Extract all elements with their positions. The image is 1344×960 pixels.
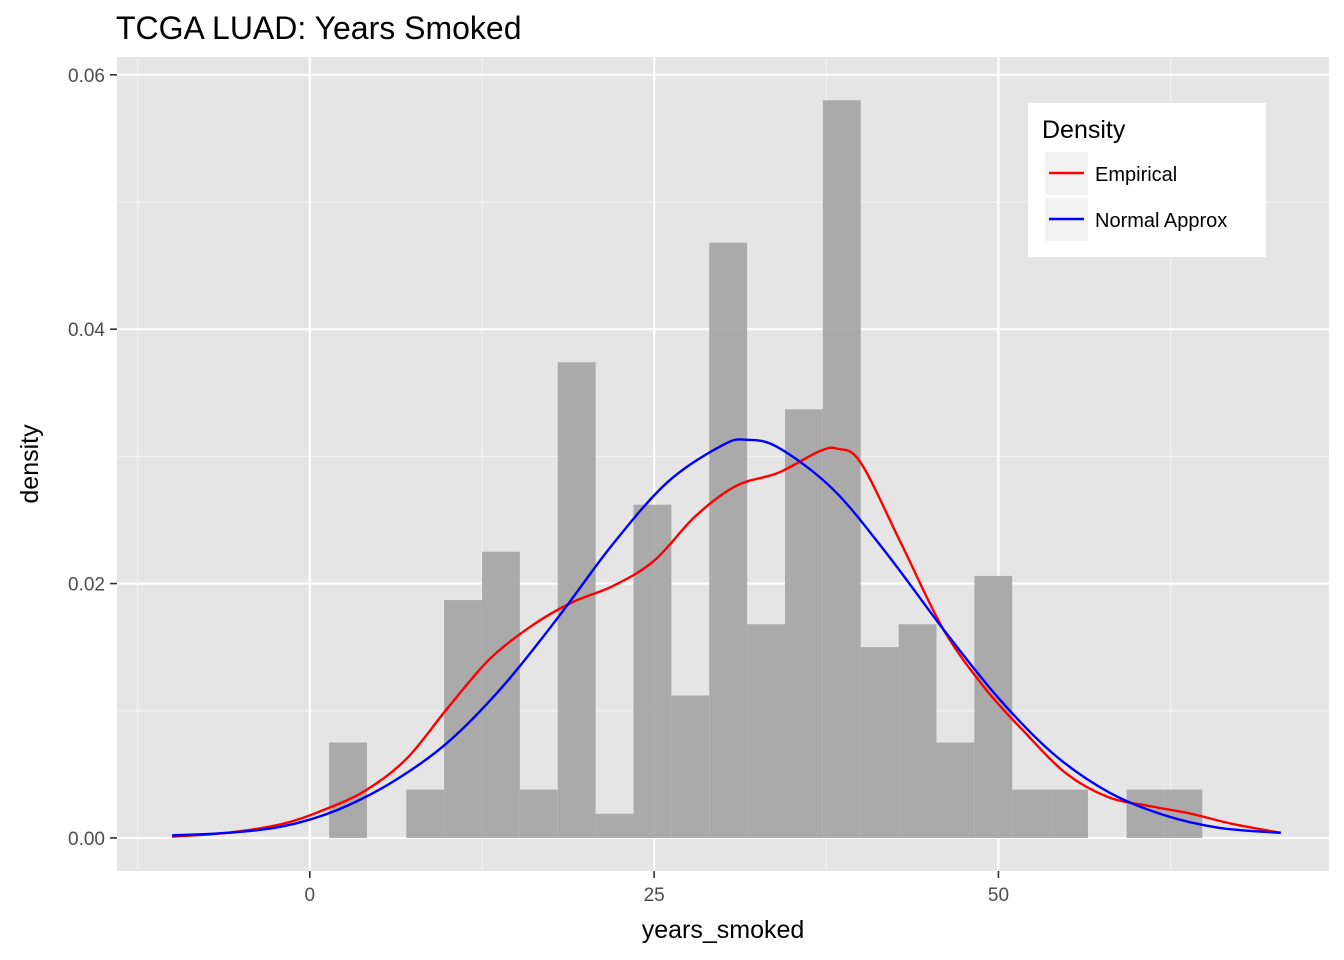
density-line-empirical (172, 446, 1282, 838)
legend-label-normal: Normal Approx (1095, 210, 1227, 232)
y-tick-label: 0.00 (68, 829, 105, 850)
histogram-bar (519, 789, 558, 838)
y-axis: 0.00 0.02 0.04 0.06 (68, 66, 117, 850)
histogram-bars (329, 100, 1203, 838)
histogram-bar (595, 813, 634, 838)
histogram-bar (822, 100, 861, 838)
histogram-bar (671, 695, 710, 838)
y-tick-label: 0.06 (68, 66, 105, 87)
histogram-bar (329, 742, 367, 838)
histogram-bar (709, 242, 748, 838)
histogram-bar (936, 742, 975, 838)
density-curves (172, 438, 1282, 838)
x-tick-label: 25 (644, 885, 665, 906)
histogram-bar (1012, 789, 1051, 838)
y-axis-title: density (16, 424, 44, 504)
histogram-bar (898, 624, 937, 838)
histogram-bar (481, 551, 520, 838)
x-axis: 0 25 50 (305, 871, 1009, 906)
x-tick-label: 0 (305, 885, 316, 906)
legend-label-empirical: Empirical (1095, 164, 1177, 186)
histogram-bar (784, 409, 823, 838)
x-axis-title: years_smoked (642, 916, 805, 944)
y-tick-label: 0.02 (68, 575, 105, 596)
density-line-normal-approx (172, 438, 1281, 837)
histogram-bar (444, 600, 482, 838)
y-tick-label: 0.04 (68, 320, 105, 341)
x-tick-label: 50 (988, 885, 1009, 906)
histogram-bar (860, 647, 899, 838)
legend: Density Empirical Normal Approx (1028, 103, 1266, 257)
chart-title: TCGA LUAD: Years Smoked (116, 10, 522, 46)
legend-title: Density (1042, 116, 1126, 144)
histogram-bar (406, 789, 445, 838)
histogram-bar (633, 504, 672, 838)
histogram-bar (747, 624, 785, 838)
histogram-bar (1050, 789, 1088, 838)
